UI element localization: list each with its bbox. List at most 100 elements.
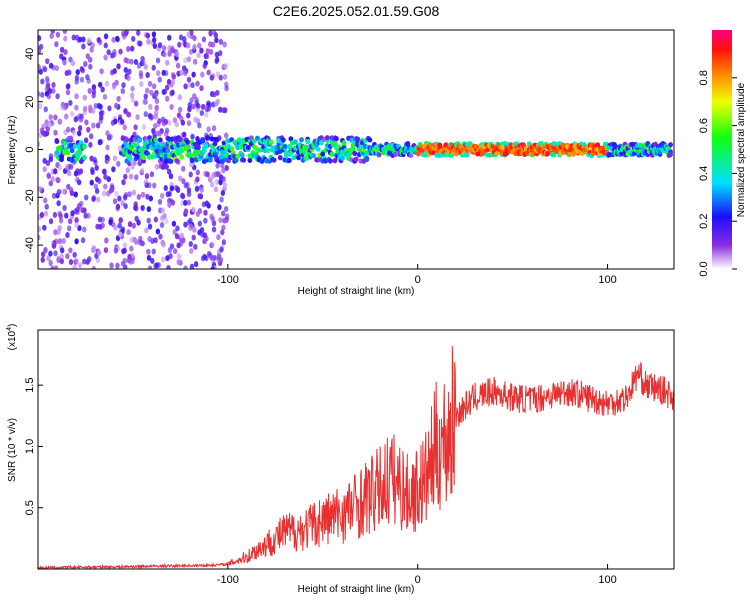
spectrogram-cell (175, 225, 180, 232)
spectrogram-cell (167, 50, 172, 57)
spectrogram-cell (74, 258, 79, 265)
spectrogram-cell (99, 68, 104, 75)
spectrogram-cell (106, 49, 111, 56)
spectrogram-cell (89, 155, 94, 162)
spectrogram-cell (152, 43, 158, 50)
spectrogram-cell (192, 226, 197, 233)
spectrogram-cell (214, 51, 220, 58)
spectrogram-cell (124, 137, 130, 143)
spectrogram-cell (175, 187, 181, 194)
spectrogram-cell (61, 188, 66, 195)
spectrogram-cell (159, 221, 165, 228)
spectrogram-cell (100, 109, 105, 116)
spectrogram-cell (143, 111, 148, 118)
spectrogram-cell (59, 253, 65, 260)
y-tick-label: 20 (24, 96, 36, 108)
spectrogram-cell (145, 71, 150, 78)
spectrogram-cell (136, 219, 141, 226)
spectrogram-cell (218, 179, 223, 186)
spectrogram-cell (58, 118, 63, 125)
spectrogram-cell (111, 84, 117, 91)
spectrogram-cell (215, 56, 220, 63)
spectrogram-cell (127, 221, 133, 228)
spectrogram-cell (48, 260, 53, 267)
spectrogram-cell (145, 32, 151, 39)
spectrogram-cell (125, 111, 130, 118)
spectrogram-cell (164, 84, 170, 91)
spectrogram-cell (56, 188, 62, 195)
spectrogram-cell (186, 56, 192, 63)
spectrogram-cell (59, 258, 65, 265)
spectrogram-cell (218, 106, 223, 113)
spectrogram-cell (123, 173, 128, 180)
spectrogram-cell (140, 205, 145, 212)
spectrogram-cell (69, 187, 74, 194)
spectrogram-cell (84, 194, 89, 201)
spectrogram-cell (168, 158, 174, 164)
spectrogram-cell (205, 171, 210, 178)
spectrogram-cell (166, 168, 172, 175)
spectrogram-cell (51, 242, 57, 249)
spectrogram-cell (113, 224, 118, 231)
spectrogram-cell (85, 74, 90, 81)
spectrogram-cell (112, 51, 117, 58)
spectrogram-cell (157, 76, 162, 83)
spectrogram-cell (116, 160, 121, 167)
spectrogram-cell (203, 217, 208, 224)
spectrogram-cell (97, 216, 103, 223)
spectrogram-cell (179, 232, 184, 239)
spectrogram-cell (103, 173, 108, 180)
spectrogram-cell (193, 261, 199, 268)
spectrogram-cell (64, 164, 70, 171)
snr-y-axis-label: SNR (10 * v/v) (7, 418, 18, 482)
spectrogram-cell (52, 211, 58, 218)
spectrogram-cell (123, 203, 128, 210)
spectrogram-cell (197, 220, 203, 227)
spectrogram-cell (189, 248, 194, 255)
spectrogram-cell (66, 126, 71, 133)
spectrogram-cell (190, 82, 195, 89)
spectrogram-cell (218, 257, 224, 264)
spectrogram-cell (164, 131, 169, 138)
spectrogram-cell (38, 64, 41, 71)
spectrogram-cell (114, 79, 119, 86)
spectrogram-cell (191, 234, 196, 241)
spectrogram-cell (76, 130, 82, 137)
spectrogram-cell (183, 70, 188, 77)
spectrogram-cell (80, 206, 85, 213)
spectrogram-cell (145, 87, 150, 94)
spectrogram-cell (134, 205, 139, 212)
spectrogram-cell (171, 220, 177, 227)
spectrogram-cell (218, 38, 224, 45)
spectrogram-cell (69, 163, 74, 170)
spectrogram-cell (162, 51, 167, 58)
spectrogram-cell (118, 231, 123, 238)
spectrogram-cell (186, 112, 191, 119)
spectrogram-cell (98, 103, 103, 110)
spectrogram-cell (118, 48, 123, 55)
spectrogram-cell (93, 183, 99, 190)
spectrogram-cell (74, 217, 79, 224)
spectrogram-cell (200, 71, 205, 78)
spectrogram-cell (159, 215, 165, 222)
spectrogram-cell (100, 222, 105, 229)
spectrogram-y-axis-label: Frequency (Hz) (7, 116, 18, 185)
spectrogram-cell (176, 259, 181, 266)
x-tick-label: 100 (598, 574, 616, 586)
spectrogram-cell (209, 181, 215, 188)
spectrogram-cell (51, 87, 56, 94)
spectrogram-cell (48, 250, 53, 257)
spectrogram-cell (129, 236, 135, 243)
spectrogram-cell (89, 133, 94, 140)
spectrogram-cell (43, 210, 49, 217)
spectrogram-cell (87, 56, 93, 63)
spectrogram-cell (151, 31, 157, 38)
spectrogram-cell (200, 103, 206, 110)
spectrogram-cell (122, 242, 128, 249)
spectrogram-cell (157, 198, 163, 205)
spectrogram-cell (65, 232, 70, 239)
spectrogram-cell (182, 65, 187, 72)
spectrogram-cell (130, 85, 135, 92)
colorbar-tick-label: 0.8 (698, 70, 710, 85)
spectrogram-cell (141, 158, 146, 164)
